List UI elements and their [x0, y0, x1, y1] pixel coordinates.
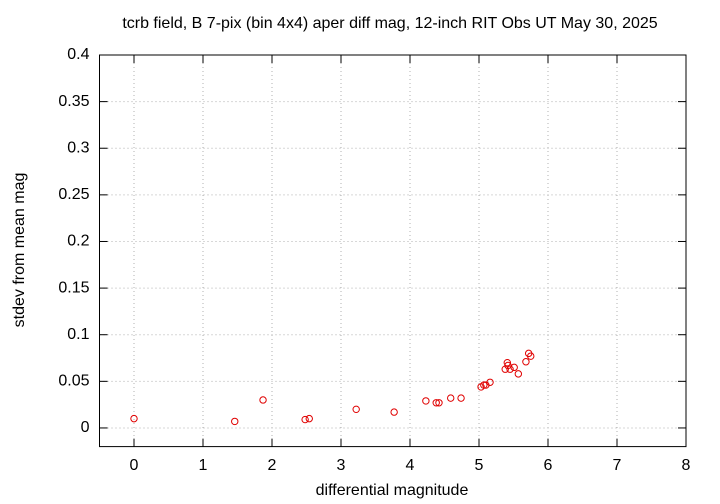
point	[457, 394, 465, 402]
y-tick-label: 0.25	[58, 186, 89, 203]
point	[305, 414, 313, 423]
x-tick-label: 4	[406, 457, 415, 474]
point	[503, 358, 511, 367]
point	[480, 381, 488, 389]
point	[390, 408, 398, 416]
y-tick-label: 0.15	[58, 279, 89, 296]
y-tick-label: 0.35	[58, 93, 89, 110]
x-tick-label: 1	[199, 457, 208, 474]
point	[231, 417, 239, 426]
point	[259, 396, 267, 404]
point	[130, 414, 138, 423]
point	[522, 358, 530, 366]
y-axis-label: stdev from mean mag	[11, 173, 28, 328]
point	[527, 352, 535, 360]
point	[422, 397, 430, 405]
x-axis-label: differential magnitude	[316, 482, 469, 499]
y-tick-label: 0.05	[58, 373, 89, 390]
y-tick-label: 0.4	[67, 46, 89, 63]
x-tick-label: 0	[130, 457, 139, 474]
y-tick-label: 0	[81, 419, 90, 436]
point	[301, 415, 309, 424]
x-tick-label: 3	[337, 457, 346, 474]
point	[352, 405, 360, 414]
point	[514, 370, 523, 378]
point	[447, 394, 455, 402]
point	[432, 399, 440, 407]
x-tick-label: 8	[682, 457, 691, 474]
point	[486, 378, 494, 386]
y-tick-label: 0.1	[67, 326, 89, 343]
point	[510, 363, 518, 372]
x-tick-label: 2	[268, 457, 277, 474]
y-tick-label: 0.2	[67, 233, 89, 250]
chart-title: tcrb field, B 7-pix (bin 4x4) aper diff …	[122, 15, 657, 32]
point	[435, 399, 443, 407]
point	[506, 365, 514, 373]
y-tick-label: 0.3	[67, 139, 89, 156]
x-tick-label: 7	[613, 457, 622, 474]
plot-border	[99, 54, 687, 448]
x-tick-label: 5	[475, 457, 484, 474]
x-tick-label: 6	[544, 457, 553, 474]
